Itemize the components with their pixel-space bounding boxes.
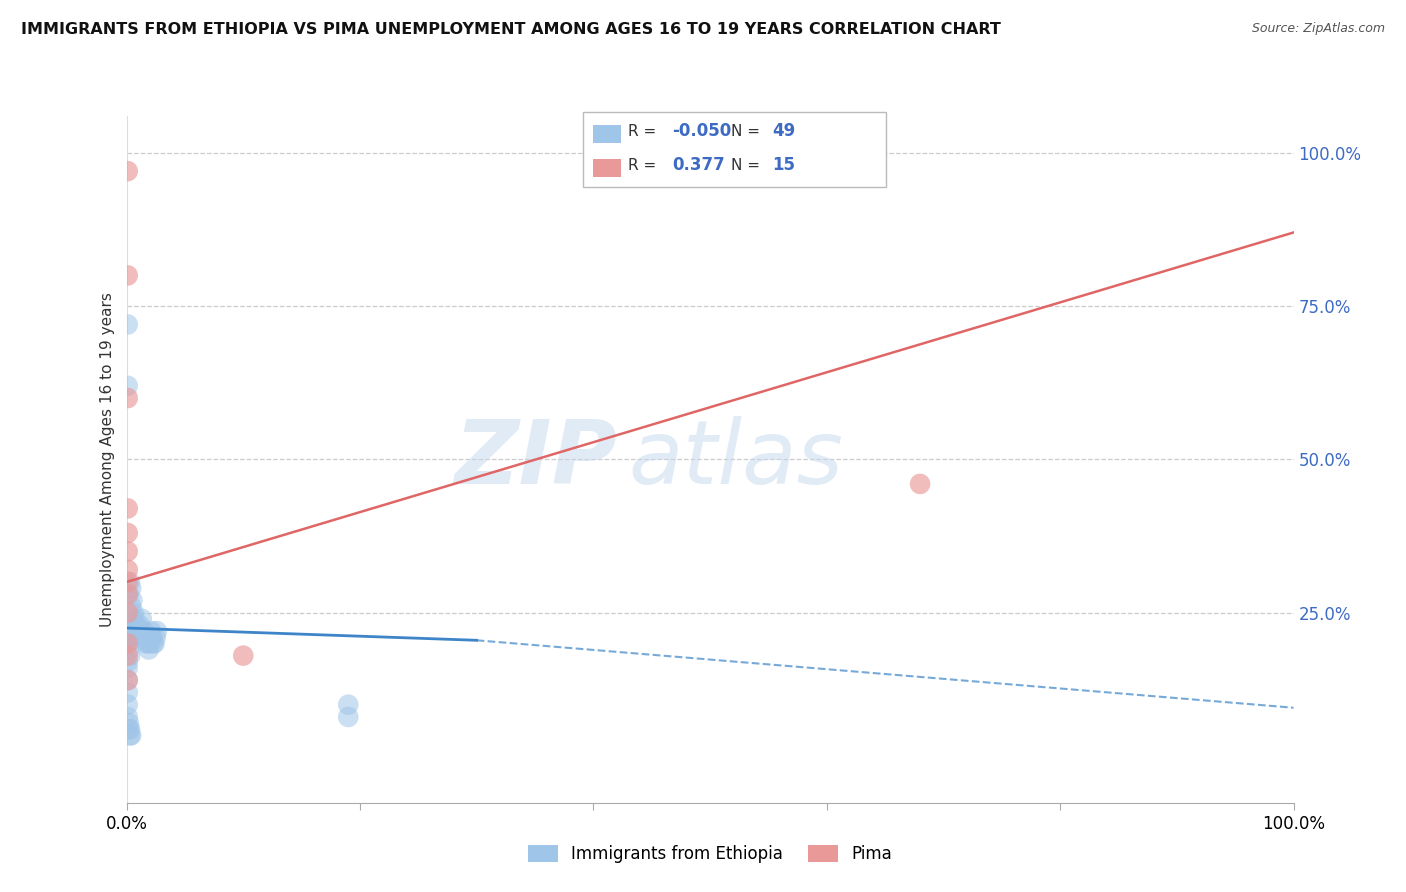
Text: Source: ZipAtlas.com: Source: ZipAtlas.com xyxy=(1251,22,1385,36)
Point xyxy=(117,698,139,712)
Legend: Immigrants from Ethiopia, Pima: Immigrants from Ethiopia, Pima xyxy=(522,838,898,870)
Point xyxy=(127,630,149,644)
Point xyxy=(120,728,142,742)
Point xyxy=(143,636,166,650)
Text: 49: 49 xyxy=(772,122,796,140)
Point xyxy=(120,599,142,614)
Point xyxy=(117,563,139,577)
Point xyxy=(118,630,141,644)
Point xyxy=(146,624,169,639)
Point xyxy=(117,318,139,332)
Point xyxy=(117,379,139,393)
Point xyxy=(232,648,254,663)
Point xyxy=(117,526,139,541)
Point xyxy=(117,624,139,639)
Point xyxy=(125,618,148,632)
Text: -0.050: -0.050 xyxy=(672,122,731,140)
Point xyxy=(117,164,139,178)
Point xyxy=(122,606,145,620)
Point xyxy=(117,606,139,620)
Point xyxy=(117,587,139,601)
Point xyxy=(117,636,139,650)
Point xyxy=(139,636,162,650)
Point xyxy=(117,544,139,558)
Point xyxy=(117,501,139,516)
Point xyxy=(129,624,152,639)
Text: N =: N = xyxy=(731,124,765,138)
Point xyxy=(117,685,139,699)
Point xyxy=(139,624,162,639)
Point xyxy=(118,716,141,731)
Point xyxy=(132,624,155,639)
Point xyxy=(117,624,139,639)
Point xyxy=(117,636,139,650)
Point xyxy=(117,268,139,283)
Point xyxy=(337,710,360,724)
Text: N =: N = xyxy=(731,158,765,172)
Y-axis label: Unemployment Among Ages 16 to 19 years: Unemployment Among Ages 16 to 19 years xyxy=(100,292,115,627)
Point xyxy=(124,612,146,626)
Point xyxy=(120,581,142,595)
Point xyxy=(118,618,141,632)
Point xyxy=(117,648,139,663)
Text: 0.377: 0.377 xyxy=(672,156,725,174)
Point xyxy=(142,636,165,650)
Point xyxy=(337,698,360,712)
Point xyxy=(145,630,167,644)
Point xyxy=(117,661,139,675)
Point xyxy=(117,673,139,688)
Point xyxy=(118,587,141,601)
Point xyxy=(125,624,148,639)
Text: atlas: atlas xyxy=(628,417,844,502)
Point xyxy=(118,723,141,737)
Point xyxy=(118,723,141,737)
Point xyxy=(121,593,143,607)
Point xyxy=(117,630,139,644)
Point xyxy=(908,477,931,491)
Text: R =: R = xyxy=(628,158,662,172)
Point xyxy=(117,655,139,669)
Point xyxy=(117,575,139,590)
Text: 15: 15 xyxy=(772,156,794,174)
Point xyxy=(134,630,156,644)
Point xyxy=(117,710,139,724)
Point xyxy=(136,636,159,650)
Text: R =: R = xyxy=(628,124,662,138)
Text: IMMIGRANTS FROM ETHIOPIA VS PIMA UNEMPLOYMENT AMONG AGES 16 TO 19 YEARS CORRELAT: IMMIGRANTS FROM ETHIOPIA VS PIMA UNEMPLO… xyxy=(21,22,1001,37)
Point xyxy=(135,636,157,650)
Point xyxy=(131,612,153,626)
Point xyxy=(118,575,141,590)
Point xyxy=(132,630,155,644)
Point xyxy=(138,642,160,657)
Point xyxy=(118,642,141,657)
Point xyxy=(117,391,139,405)
Point xyxy=(128,618,150,632)
Text: ZIP: ZIP xyxy=(454,416,617,503)
Point xyxy=(117,673,139,688)
Point xyxy=(141,630,163,644)
Point xyxy=(118,728,141,742)
Point xyxy=(118,648,141,663)
